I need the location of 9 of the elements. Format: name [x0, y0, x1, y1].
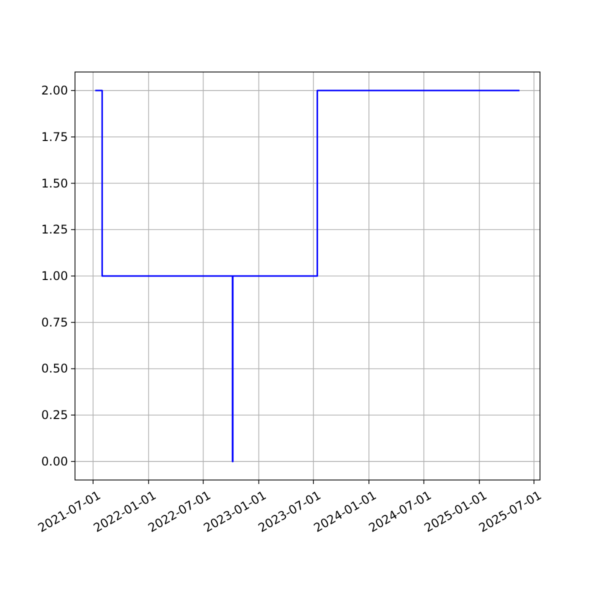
y-tick-label: 2.00 [41, 84, 68, 98]
y-tick-label: 1.25 [41, 222, 68, 237]
y-tick-label: 1.00 [41, 269, 68, 283]
y-tick-label: 0.25 [41, 408, 68, 422]
y-tick-label: 0.00 [41, 454, 68, 468]
y-tick-label: 1.50 [41, 176, 68, 190]
y-tick-label: 1.75 [41, 130, 68, 144]
y-tick-label: 0.50 [41, 362, 68, 376]
y-tick-label: 0.75 [41, 315, 68, 330]
